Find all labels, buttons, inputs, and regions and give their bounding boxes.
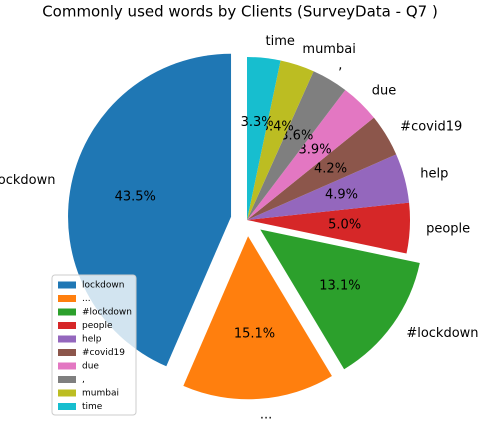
slice-label: ... [260, 408, 272, 421]
legend-label: ... [82, 294, 91, 304]
slice-label: #covid19 [400, 119, 462, 134]
pct-label: 4.9% [325, 187, 358, 202]
pct-label: 13.1% [319, 279, 360, 294]
legend: lockdown... #lockdown people help #covid19 du… [51, 274, 137, 416]
pie-slice [247, 60, 314, 220]
legend-swatch [58, 322, 76, 329]
pct-label: 3.3% [241, 115, 274, 130]
pie-slice [183, 236, 332, 400]
legend-swatch [58, 349, 76, 356]
legend-swatch [58, 295, 76, 302]
legend-label: #covid19 [82, 348, 125, 358]
legend-label: mumbai [82, 389, 119, 399]
legend-label: help [82, 335, 102, 345]
pie-slice [247, 154, 410, 220]
legend-label: lockdown [82, 281, 124, 291]
legend-label: #lockdown [82, 308, 132, 318]
legend-swatch [58, 376, 76, 383]
pct-label: 3.4% [261, 119, 294, 134]
pct-label: 3.6% [280, 128, 313, 143]
legend-label: people [82, 321, 113, 331]
pie-slice [247, 57, 281, 220]
legend-label: due [82, 362, 99, 372]
legend-label: time [82, 402, 103, 412]
pie-slice [247, 89, 374, 220]
legend-swatch [58, 335, 76, 343]
pct-label: 3.9% [299, 142, 332, 157]
legend-swatch [58, 308, 76, 316]
slice-label: #lockdown [406, 326, 478, 341]
legend-swatch [58, 281, 76, 289]
slice-label: mumbai [302, 42, 355, 57]
slice-label: due [372, 84, 397, 99]
slice-label: help [420, 166, 448, 181]
slice-label: , [338, 58, 342, 73]
chart-title: Commonly used words by Clients (SurveyDa… [42, 3, 438, 21]
legend-swatch [58, 403, 76, 410]
pct-label: 5.0% [328, 217, 361, 232]
legend-swatch [58, 389, 76, 397]
pct-label: 43.5% [115, 189, 156, 204]
pct-label: 4.2% [314, 162, 347, 177]
legend-label: , [82, 375, 85, 385]
slice-label: time [266, 34, 295, 49]
slice-label: people [426, 222, 470, 237]
pct-label: 15.1% [234, 326, 275, 341]
slice-label: lockdown [0, 173, 55, 188]
pie-slice [247, 117, 397, 220]
legend-swatch [58, 362, 76, 370]
pie-slice [260, 229, 420, 370]
pie-slice [247, 71, 346, 221]
pie-slice [247, 202, 410, 254]
